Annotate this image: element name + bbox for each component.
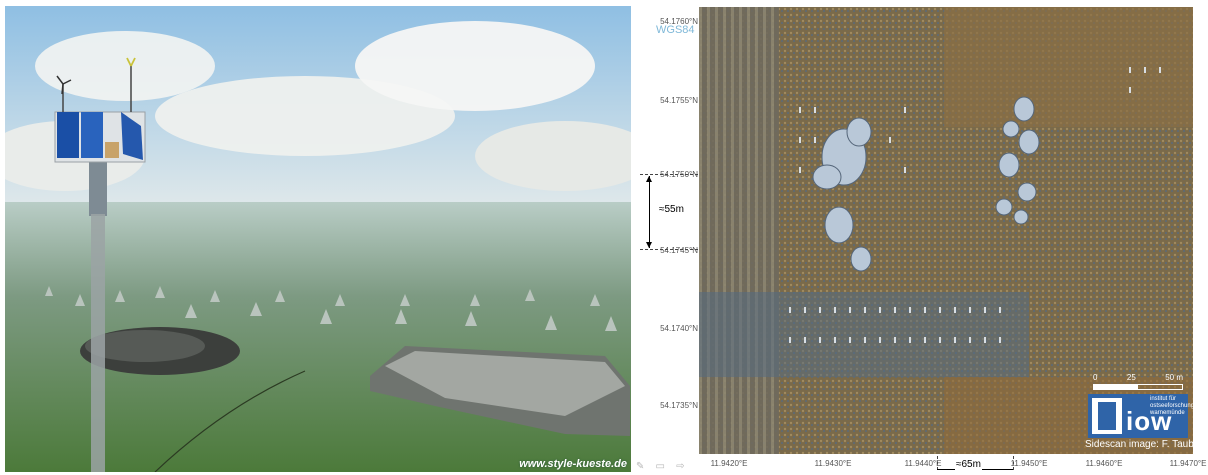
lat-label-1: 54.1755°N	[660, 96, 698, 105]
vertical-dimension-arrow	[646, 176, 652, 248]
vertical-dimension-label: ≈55m	[659, 204, 684, 215]
dimension-guide-right	[1013, 456, 1014, 470]
lat-label-4: 54.1740°N	[660, 324, 698, 333]
horizontal-dimension-label: ≈65m	[955, 459, 982, 470]
image-credit: www.style-kueste.de	[519, 458, 627, 470]
scale-label-0: 0	[1093, 373, 1098, 382]
iow-logo-text: iow	[1126, 406, 1173, 436]
lon-label-4: 11.9460°E	[1085, 459, 1123, 468]
lon-label-1: 11.9430°E	[814, 459, 852, 468]
iow-logo: institut für ostseeforschung warnemünde …	[1088, 394, 1194, 438]
iow-logo-icon	[1092, 398, 1122, 434]
sidescan-image	[699, 7, 1193, 454]
reef-rendering: www.style-kueste.de	[5, 6, 631, 472]
lat-label-3: 54.1745°N	[660, 246, 698, 255]
scale-bar: 0 25 50 m	[1093, 373, 1183, 390]
lon-label-0: 11.9420°E	[710, 459, 748, 468]
image-source: Sidescan image: F. Tauber	[1085, 439, 1203, 450]
lat-label-0: 54.1760°N	[660, 17, 698, 26]
lat-label-5: 54.1735°N	[660, 401, 698, 410]
scale-label-2: 50 m	[1165, 373, 1183, 382]
sidescan-map[interactable]	[699, 7, 1193, 454]
image-tools[interactable]: ✎ ▭ ⇨	[636, 461, 689, 472]
scale-label-1: 25	[1126, 373, 1136, 382]
datum-label: WGS84	[656, 24, 695, 36]
scene-illustration	[5, 6, 631, 472]
dimension-guide-bottom	[640, 249, 698, 250]
dimension-guide-left	[937, 456, 938, 470]
lon-label-3: 11.9450°E	[1010, 459, 1048, 468]
iow-logo-subtitle: institut für ostseeforschung warnemünde	[1150, 396, 1195, 416]
lon-label-2: 11.9440°E	[904, 459, 942, 468]
dimension-guide-top	[640, 174, 698, 175]
lon-label-5: 11.9470°E	[1169, 459, 1207, 468]
